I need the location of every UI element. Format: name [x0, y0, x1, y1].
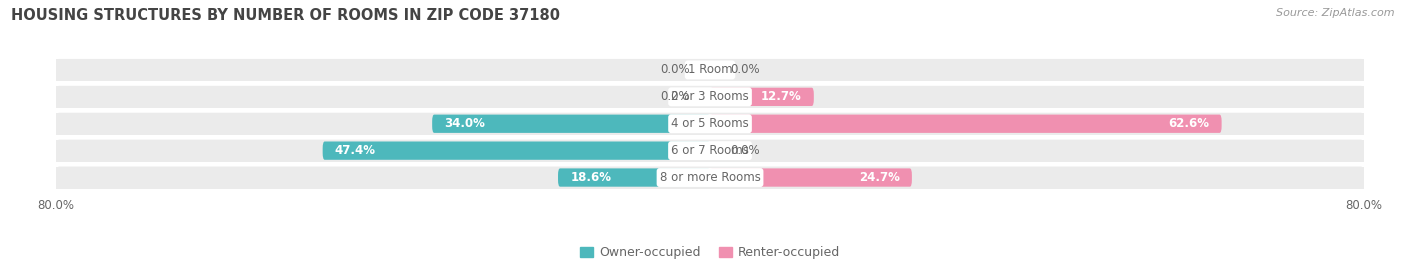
Text: 2 or 3 Rooms: 2 or 3 Rooms: [671, 90, 749, 103]
Text: 47.4%: 47.4%: [335, 144, 375, 157]
Text: 0.0%: 0.0%: [731, 144, 761, 157]
Text: HOUSING STRUCTURES BY NUMBER OF ROOMS IN ZIP CODE 37180: HOUSING STRUCTURES BY NUMBER OF ROOMS IN…: [11, 8, 560, 23]
Text: 12.7%: 12.7%: [761, 90, 801, 103]
Text: 0.0%: 0.0%: [659, 90, 689, 103]
Text: 18.6%: 18.6%: [571, 171, 612, 184]
Bar: [56, 140, 1364, 162]
FancyBboxPatch shape: [710, 168, 912, 187]
Bar: [56, 59, 1364, 81]
Bar: [56, 167, 1364, 189]
FancyBboxPatch shape: [56, 59, 1364, 81]
FancyBboxPatch shape: [710, 115, 1222, 133]
Text: 62.6%: 62.6%: [1168, 117, 1209, 130]
Text: Source: ZipAtlas.com: Source: ZipAtlas.com: [1277, 8, 1395, 18]
FancyBboxPatch shape: [56, 113, 1364, 135]
FancyBboxPatch shape: [56, 140, 1364, 162]
Text: 1 Room: 1 Room: [688, 63, 733, 76]
Text: 24.7%: 24.7%: [859, 171, 900, 184]
Text: 4 or 5 Rooms: 4 or 5 Rooms: [671, 117, 749, 130]
Legend: Owner-occupied, Renter-occupied: Owner-occupied, Renter-occupied: [575, 241, 845, 264]
Text: 0.0%: 0.0%: [659, 63, 689, 76]
FancyBboxPatch shape: [710, 88, 814, 106]
FancyBboxPatch shape: [322, 141, 710, 160]
Bar: [56, 113, 1364, 135]
Text: 0.0%: 0.0%: [731, 63, 761, 76]
Bar: [56, 86, 1364, 108]
FancyBboxPatch shape: [432, 115, 710, 133]
Text: 6 or 7 Rooms: 6 or 7 Rooms: [671, 144, 749, 157]
Text: 34.0%: 34.0%: [444, 117, 485, 130]
Text: 8 or more Rooms: 8 or more Rooms: [659, 171, 761, 184]
FancyBboxPatch shape: [56, 167, 1364, 189]
FancyBboxPatch shape: [558, 168, 710, 187]
FancyBboxPatch shape: [56, 86, 1364, 108]
